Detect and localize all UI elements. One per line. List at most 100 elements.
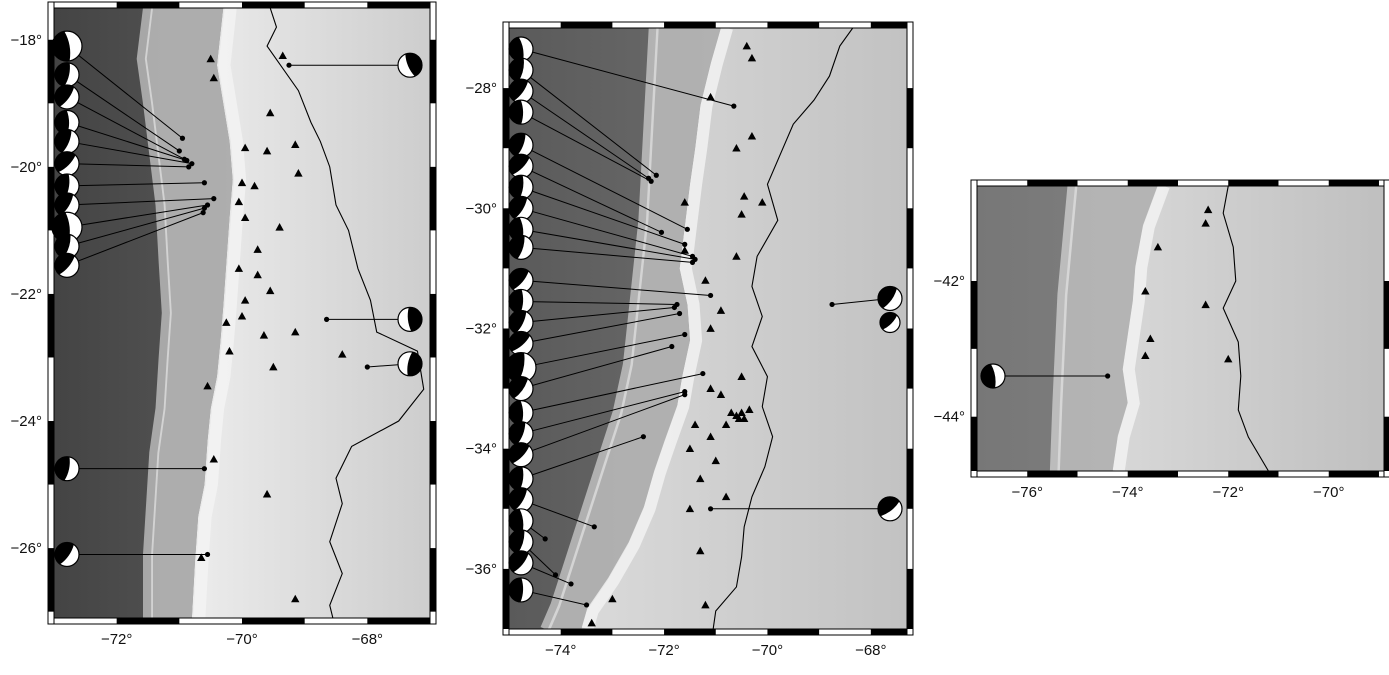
x-tick-label: −74°	[1112, 484, 1143, 501]
map-panel-central: −74° −72° −70° −68° −28° −30° −32° −34° −36°	[466, 21, 914, 659]
volcano-marker	[587, 618, 596, 627]
epicenter-dot	[200, 210, 206, 216]
volcano-marker	[711, 456, 720, 465]
volcano-marker	[747, 131, 757, 140]
volcano-marker	[225, 346, 234, 355]
epicenter-dot	[707, 506, 714, 512]
focal-mechanism-beachball	[508, 550, 534, 576]
y-tick-label: −36°	[466, 561, 497, 578]
focal-mechanism-beachball	[508, 442, 534, 468]
focal-mechanism-beachball	[397, 351, 423, 377]
y-tick-label: −44°	[934, 409, 965, 426]
epicenter-dot	[204, 202, 211, 208]
epicenter-dot	[682, 392, 688, 398]
epicenter-dot	[829, 301, 835, 308]
leader-line	[520, 111, 652, 182]
focal-mechanism-beachball	[508, 421, 534, 447]
leader-line	[520, 186, 685, 245]
epicenter-dot	[189, 161, 195, 167]
y-tick-label: −18°	[11, 32, 42, 49]
focal-mechanism-beachball	[508, 36, 534, 62]
focal-mechanism-beachball	[508, 309, 534, 336]
volcano-marker	[262, 146, 272, 155]
focal-mechanism-beachball	[54, 128, 80, 155]
volcano-marker	[259, 331, 269, 339]
focal-mechanism-beachball	[508, 400, 534, 426]
leader-line	[520, 312, 680, 345]
focal-mechanism-beachball	[54, 84, 80, 110]
epicenter-dot	[640, 434, 646, 440]
focal-mechanism-beachball	[508, 529, 534, 555]
volcano-marker	[253, 270, 262, 279]
volcano-marker	[716, 306, 726, 314]
volcano-marker	[732, 144, 741, 152]
epicenter-dot	[542, 536, 548, 542]
volcano-marker	[706, 324, 715, 332]
volcano-marker	[222, 318, 231, 326]
volcano-marker	[739, 192, 749, 200]
epicenter-dot	[669, 343, 675, 350]
leader-line	[66, 212, 204, 266]
epicenter-dot	[364, 364, 370, 370]
leader-line	[66, 163, 189, 168]
epicenter-dot	[324, 316, 330, 322]
epicenter-dot	[682, 331, 688, 338]
volcano-marker	[737, 210, 746, 218]
leader-line	[520, 207, 693, 257]
map-panel-south: −76° −74° −72° −70° −42° −44°	[934, 179, 1389, 501]
focal-mechanism-beachball	[508, 132, 534, 158]
leader-line	[520, 306, 675, 323]
volcano-marker	[745, 405, 754, 413]
volcano-marker	[1141, 286, 1150, 295]
leader-line	[520, 346, 672, 390]
leader-line	[66, 121, 188, 161]
focal-mechanism-beachball	[877, 285, 903, 312]
epicenter-dot	[176, 148, 182, 154]
y-tick-label: −32°	[466, 321, 497, 338]
volcano-marker	[266, 286, 275, 295]
map-frame	[47, 1, 437, 625]
epicenter-dot	[700, 370, 706, 377]
volcano-marker	[685, 504, 695, 513]
focal-mechanism-beachball	[508, 195, 534, 221]
international-border-line	[266, 8, 425, 618]
leader-line	[520, 228, 696, 260]
leader-line	[520, 373, 703, 414]
volcano-marker	[701, 276, 710, 284]
leader-line	[520, 144, 688, 230]
volcano-marker	[234, 197, 244, 206]
volcano-marker	[294, 169, 303, 177]
volcano-marker	[608, 594, 617, 603]
volcano-marker	[266, 108, 275, 117]
land-area	[191, 8, 430, 618]
volcano-marker	[721, 420, 731, 429]
focal-mechanism-beachball	[980, 363, 1006, 389]
map-panel-north: −72° −70° −68° −18° −20° −22° −24° −26°	[11, 1, 437, 648]
epicenter-dot	[684, 226, 690, 232]
epicenter-dot	[201, 180, 207, 186]
epicenter-dot	[201, 466, 207, 472]
focal-mechanism-beachball	[508, 288, 534, 315]
epicenter-dot	[591, 524, 597, 530]
volcano-marker	[742, 41, 751, 50]
x-tick-label: −72°	[1213, 484, 1244, 501]
volcano-marker	[727, 408, 736, 416]
volcano-marker	[758, 198, 767, 206]
map-frame	[502, 21, 914, 636]
volcano-marker	[209, 454, 218, 463]
volcano-marker	[338, 350, 347, 358]
focal-mechanism-beachball	[397, 306, 423, 332]
focal-mechanism-beachball	[508, 174, 534, 200]
volcano-marker	[716, 390, 726, 398]
volcano-marker	[706, 384, 715, 392]
volcano-marker	[1201, 300, 1210, 309]
continental-slope	[547, 28, 721, 629]
focal-mechanism-beachball	[879, 311, 901, 334]
leader-line	[520, 499, 595, 528]
epicenter-dot	[671, 304, 678, 311]
volcano-marker	[696, 546, 705, 555]
focal-mechanism-beachball	[54, 62, 80, 88]
leader-line	[520, 394, 685, 456]
y-tick-label: −24°	[11, 413, 42, 430]
epicenter-dot	[648, 178, 654, 184]
